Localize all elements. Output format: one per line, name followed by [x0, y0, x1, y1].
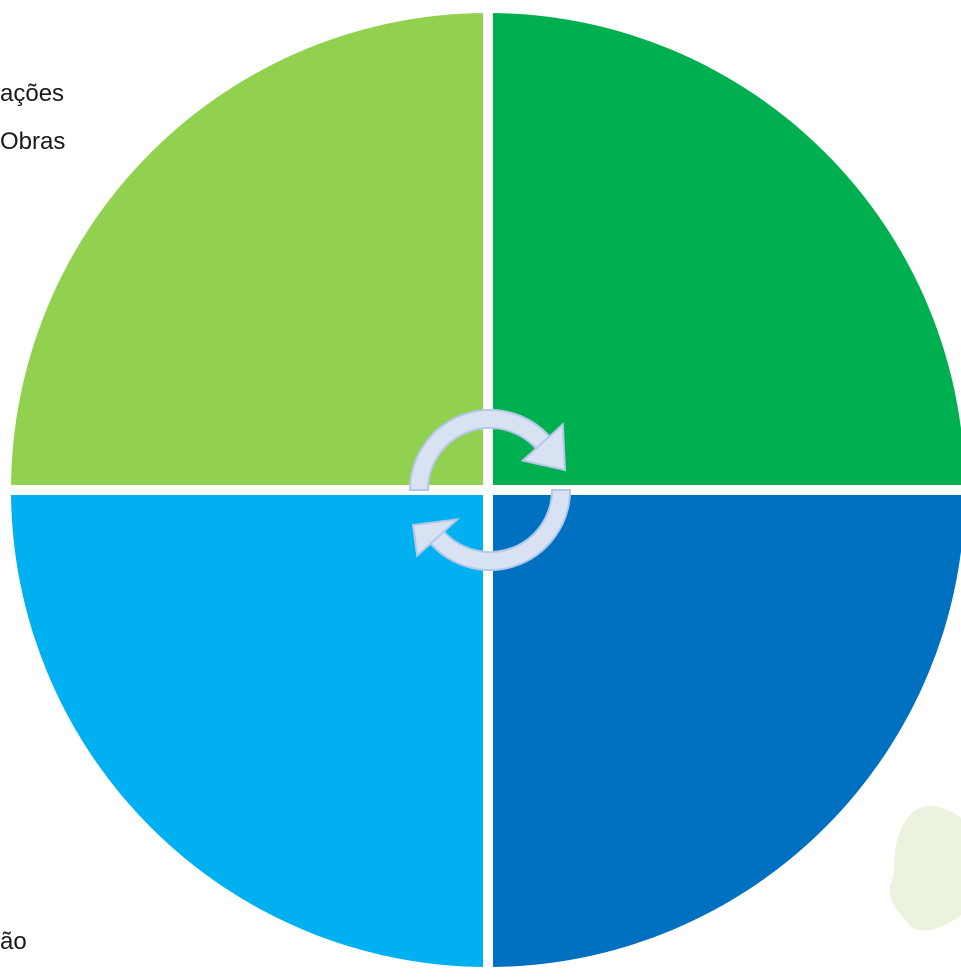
cycle-arrow-lower-head — [411, 518, 461, 558]
cycle-arrow-upper-head — [520, 422, 567, 472]
watermark-map-shape — [889, 805, 961, 931]
divider-horizontal — [0, 485, 961, 495]
quadrant-bottom-right — [488, 490, 961, 967]
clipped-label-top-1: ações — [0, 80, 65, 107]
quadrant-bottom-left — [11, 490, 488, 967]
clipped-label-top-2: Obras — [0, 128, 66, 155]
quadrant-top-left — [11, 13, 488, 490]
quadrant-top-right — [488, 13, 961, 490]
clipped-label-bottom: ão — [0, 928, 27, 955]
